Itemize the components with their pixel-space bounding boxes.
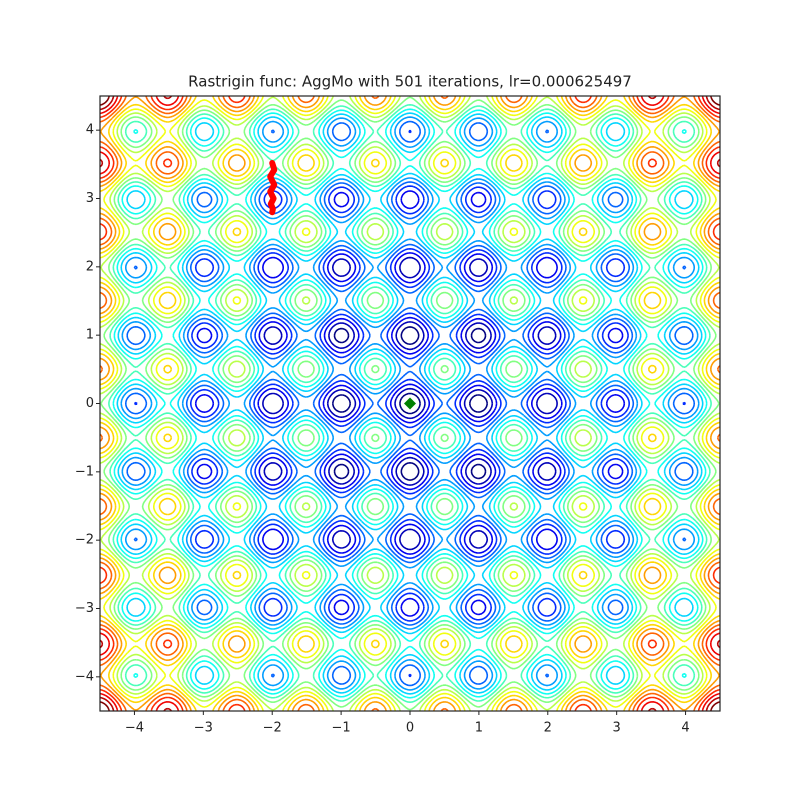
y-tick-label: 0 — [86, 396, 94, 411]
y-tick-label: 3 — [86, 191, 94, 206]
contour-line — [194, 190, 626, 617]
contour-line — [112, 108, 708, 699]
x-tick-label: 1 — [475, 721, 483, 736]
optimizer-path — [267, 160, 278, 216]
y-tick-label: −4 — [75, 669, 94, 684]
y-tick-label: 4 — [86, 123, 94, 138]
contour-line — [332, 326, 488, 481]
x-tick-label: 4 — [681, 721, 689, 736]
y-tick-label: 1 — [86, 328, 94, 343]
x-tick-label: 0 — [406, 721, 414, 736]
contour-line — [262, 256, 558, 551]
x-tick-label: −4 — [125, 721, 144, 736]
y-tick-label: −2 — [75, 533, 94, 548]
contour-line — [100, 96, 720, 711]
contour-line — [100, 96, 720, 711]
contour-line — [100, 96, 720, 711]
contour-line — [116, 112, 704, 695]
contour-line — [100, 96, 720, 711]
minimum-marker — [404, 397, 416, 410]
contour-line — [100, 96, 720, 711]
contour-line — [125, 120, 695, 687]
contour-line — [133, 129, 687, 678]
contour-line — [108, 104, 712, 703]
y-tick-label: −3 — [75, 601, 94, 616]
x-tick-label: 2 — [544, 721, 552, 736]
x-tick-label: 3 — [613, 721, 621, 736]
contour-line — [100, 96, 720, 711]
x-tick-label: −1 — [332, 721, 351, 736]
plot-area — [100, 96, 720, 711]
y-tick-label: 2 — [86, 259, 94, 274]
contour-line — [100, 96, 720, 711]
contour-line — [100, 96, 720, 711]
contour-line — [100, 96, 720, 711]
y-tick-label: −1 — [75, 464, 94, 479]
contour-line — [120, 116, 700, 691]
contour-line — [100, 96, 720, 711]
x-tick-label: −2 — [263, 721, 282, 736]
x-tick-label: −3 — [194, 721, 213, 736]
chart-title: Rastrigin func: AggMo with 501 iteration… — [188, 73, 632, 91]
